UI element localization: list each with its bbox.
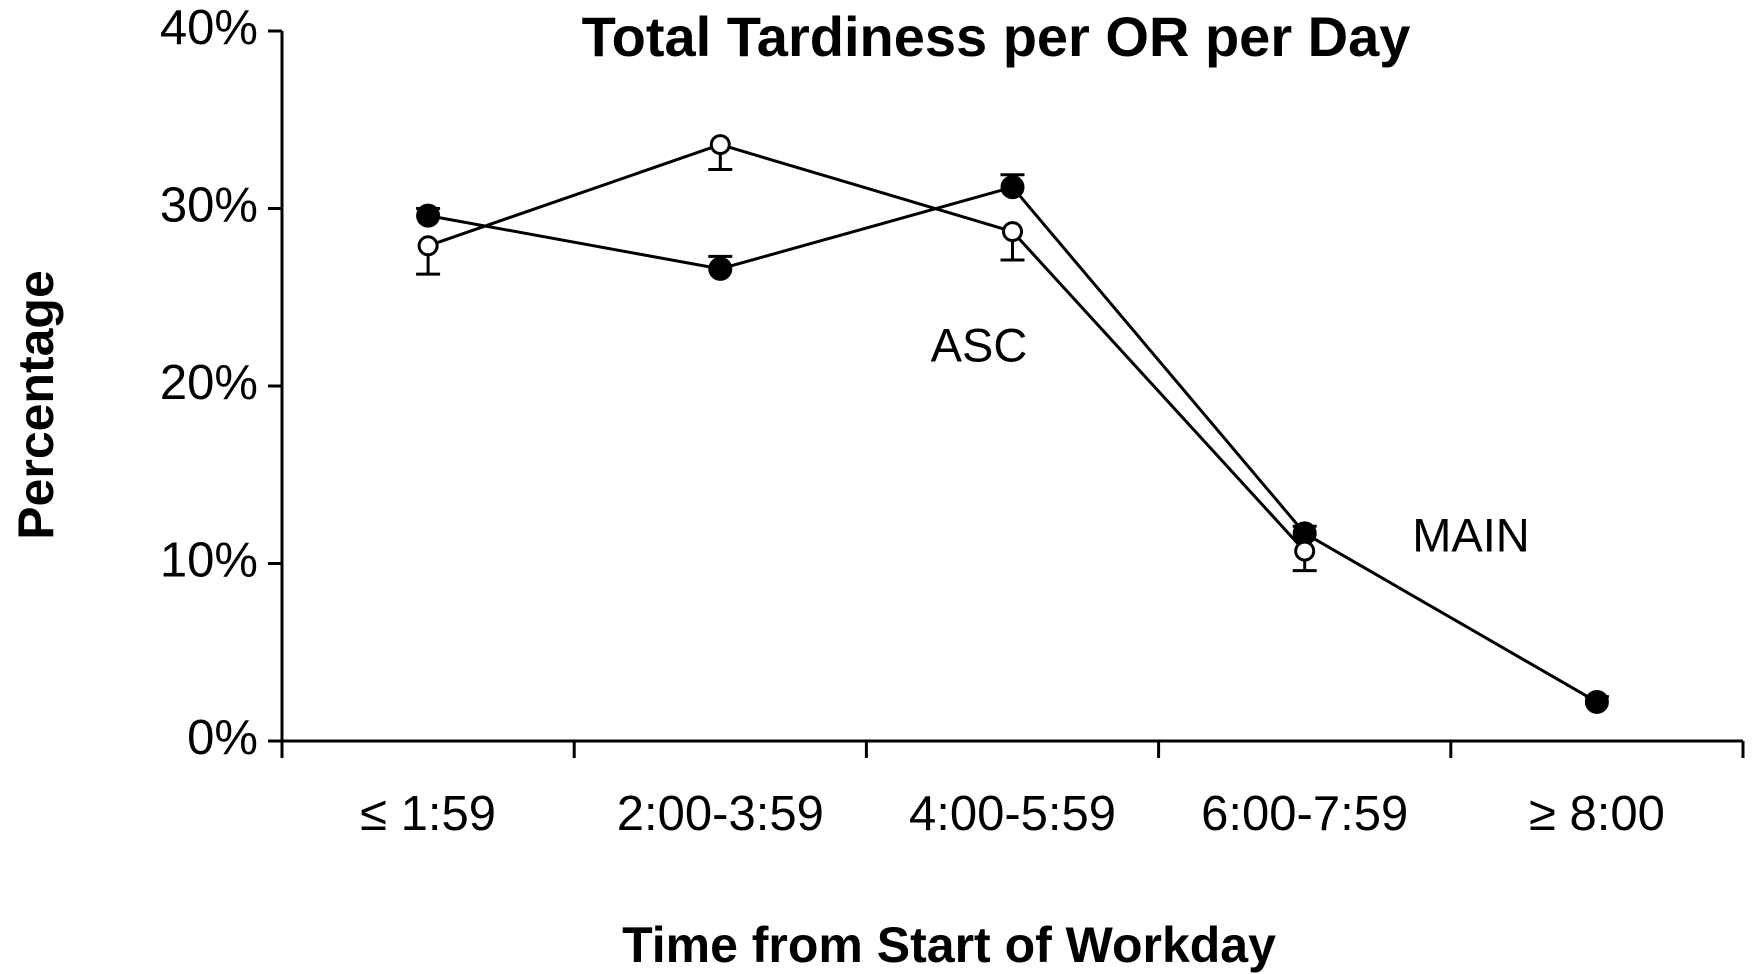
annotation: ASC bbox=[931, 318, 1028, 371]
x-tick-label: ≥ 8:00 bbox=[1529, 787, 1665, 841]
x-tick-label: 2:00-3:59 bbox=[617, 787, 824, 841]
y-tick-label: 20% bbox=[160, 356, 258, 410]
x-tick-label: ≤ 1:59 bbox=[360, 787, 496, 841]
point bbox=[417, 235, 439, 257]
chart-title: Total Tardiness per OR per Day bbox=[582, 5, 1411, 68]
point bbox=[1002, 221, 1023, 243]
series-line bbox=[427, 185, 1598, 704]
point bbox=[708, 256, 733, 281]
y-tick-label: 0% bbox=[187, 711, 258, 765]
point bbox=[1000, 175, 1025, 200]
x-tick-label: 4:00-5:59 bbox=[909, 787, 1116, 841]
point bbox=[416, 203, 441, 228]
series-line bbox=[427, 143, 1306, 553]
point bbox=[709, 134, 731, 156]
x-tick-label: 6:00-7:59 bbox=[1201, 787, 1408, 841]
point bbox=[1584, 689, 1609, 714]
y-axis-label: Percentage bbox=[8, 270, 64, 540]
annotation: MAIN bbox=[1412, 508, 1530, 561]
x-axis-label: Time from Start of Workday bbox=[622, 917, 1276, 973]
y-tick-label: 40% bbox=[160, 1, 258, 55]
point bbox=[1294, 540, 1316, 562]
y-tick-label: 30% bbox=[160, 178, 258, 232]
y-tick-label: 10% bbox=[160, 533, 258, 587]
